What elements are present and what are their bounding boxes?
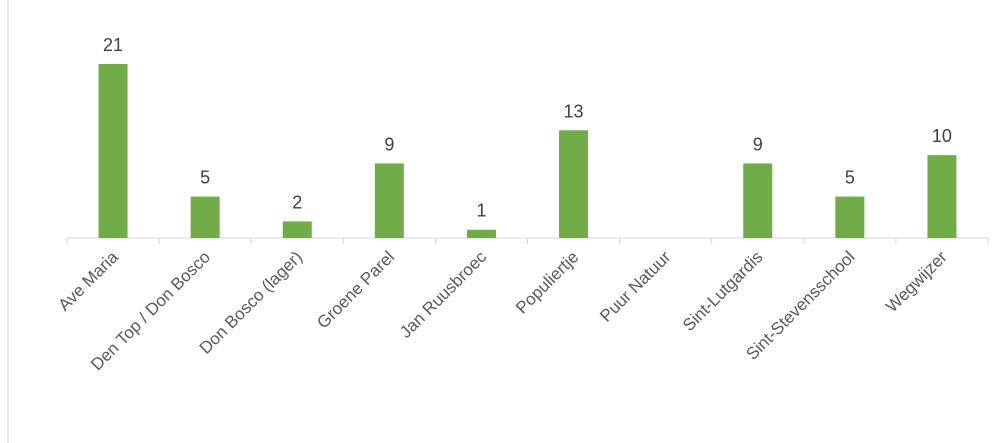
category-label: Groene Parel [313, 247, 398, 332]
category-label: Puur Natuur [596, 247, 674, 325]
bar [374, 163, 404, 238]
category-label: Wegwijzer [882, 247, 951, 316]
data-label: 2 [292, 192, 302, 212]
data-label: 9 [384, 134, 394, 154]
bar [559, 130, 589, 238]
data-label: 5 [845, 168, 855, 188]
category-label: Sint-Lutgardis [679, 247, 767, 335]
bar [282, 221, 312, 238]
data-label: 9 [753, 134, 763, 154]
bar [835, 196, 865, 238]
category-label: Populiertje [512, 247, 582, 317]
bar [927, 155, 957, 238]
data-label: 5 [200, 168, 210, 188]
category-label: Ave Maria [55, 247, 123, 315]
category-label: Don Bosco (lager) [196, 247, 306, 357]
data-label: 21 [103, 35, 123, 55]
bar [98, 64, 128, 238]
data-label: 13 [564, 101, 584, 121]
bar [466, 229, 496, 238]
bar [190, 196, 220, 238]
data-label: 1 [476, 201, 486, 221]
bar [743, 163, 773, 238]
data-label: 10 [932, 126, 952, 146]
category-label: Jan Ruusbroec [396, 247, 491, 342]
